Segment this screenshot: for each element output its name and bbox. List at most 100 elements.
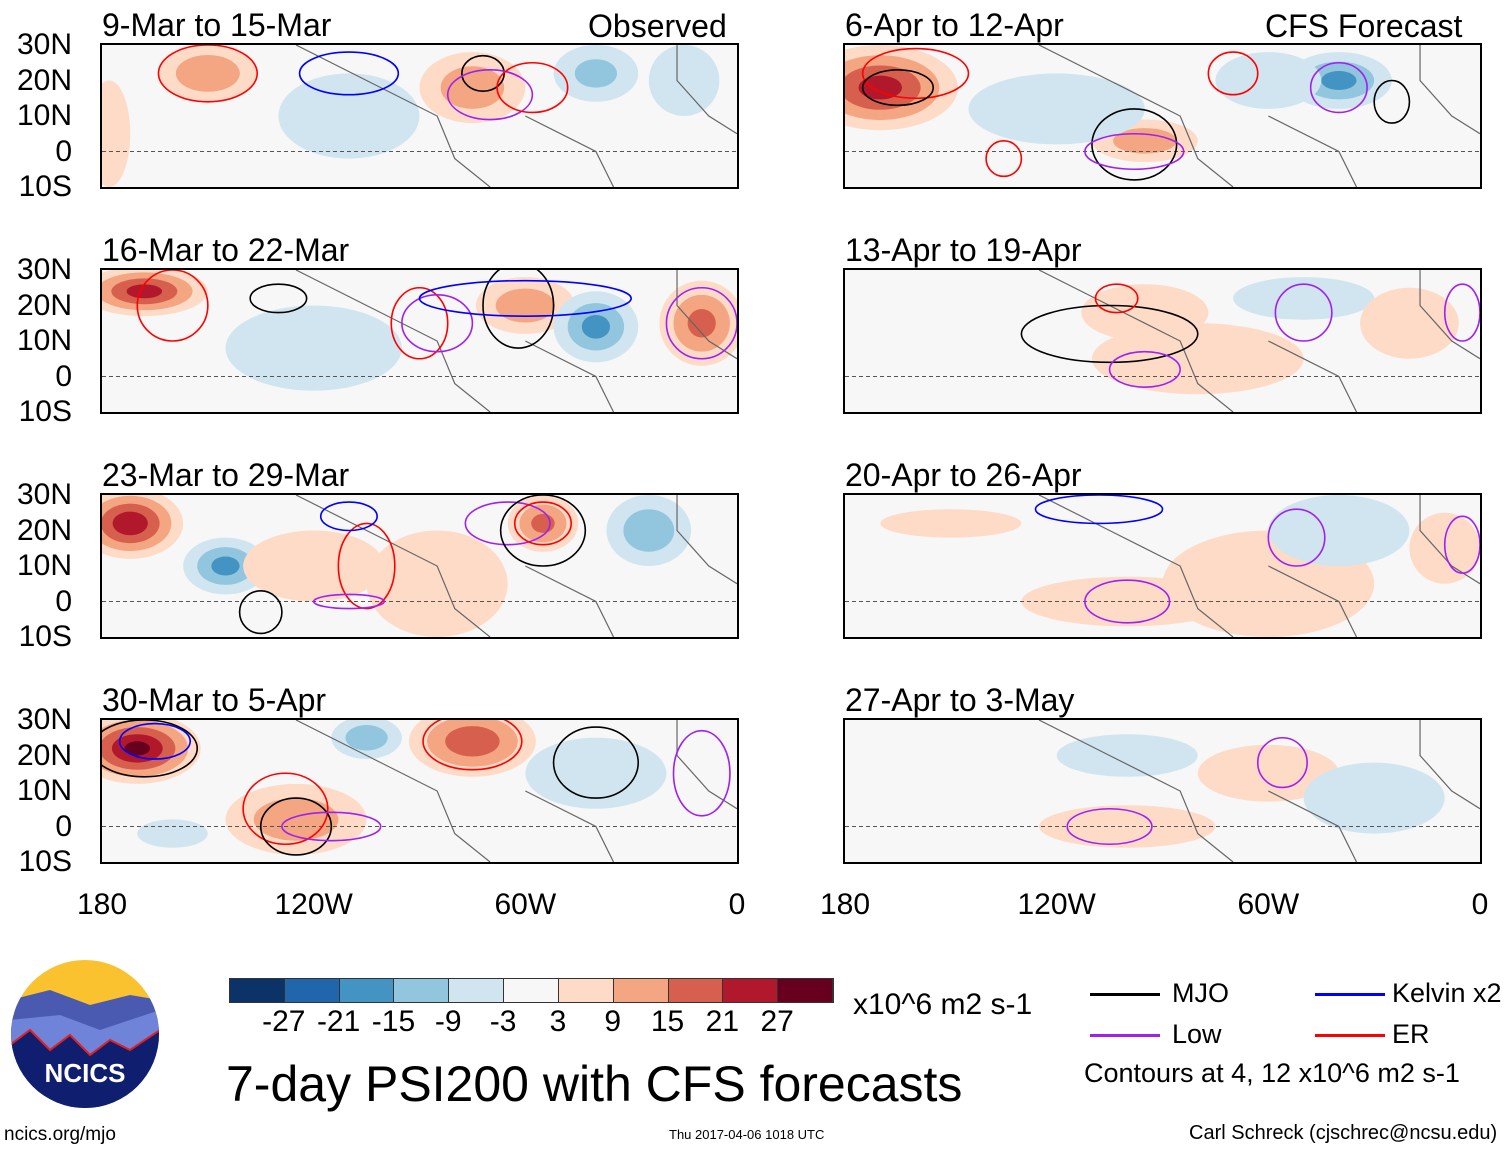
low-contour — [281, 811, 382, 842]
anomaly-shading — [102, 80, 131, 187]
anomaly-shading — [278, 73, 420, 159]
anomaly-shading — [531, 513, 555, 533]
anomaly-shading — [968, 73, 1145, 145]
observed-label: Observed — [588, 8, 727, 44]
panel-title: 30-Mar to 5-Apr — [102, 682, 327, 718]
er-contour — [513, 501, 572, 546]
colorbar-label: 3 — [549, 1005, 567, 1038]
footer-timestamp: Thu 2017-04-06 1018 UTC — [669, 1127, 825, 1142]
legend-low: Low — [1172, 1019, 1222, 1049]
anomaly-shading — [1091, 323, 1304, 395]
anomaly-shading — [525, 737, 667, 809]
er-contour — [136, 270, 209, 342]
anomaly-shading — [440, 66, 505, 109]
colorbar-swatch — [778, 979, 833, 1002]
lat-tick-label: 0 — [55, 809, 72, 843]
colorbar-swatch — [504, 979, 559, 1002]
coastline — [1038, 45, 1480, 187]
lat-tick-label: 10N — [16, 549, 72, 582]
lat-tick-label: 0 — [55, 584, 72, 618]
colorbar-swatch — [284, 979, 340, 1002]
colorbar-label: -27 — [262, 1005, 306, 1038]
low-contour — [1066, 807, 1153, 846]
er-contour — [861, 47, 970, 100]
lon-tick-label: 180 — [76, 888, 128, 921]
lon-tick-label: 120W — [1017, 888, 1096, 921]
coastline — [1038, 270, 1480, 412]
forecast-label: CFS Forecast — [1265, 8, 1463, 44]
anomaly-shading — [880, 509, 1022, 538]
anomaly-shading — [1215, 52, 1322, 109]
lat-tick-label: 30N — [16, 703, 72, 736]
low-contour — [1108, 350, 1181, 388]
mjo-contour — [249, 283, 308, 314]
legend-mjo-line — [1090, 993, 1160, 996]
legend-kelvin-line — [1315, 993, 1385, 996]
low-contour — [446, 69, 534, 121]
low-contour — [665, 286, 737, 360]
anomaly-shading — [1233, 277, 1375, 320]
anomaly-shading — [225, 305, 402, 391]
lon-tick-label: 180 — [819, 888, 871, 921]
mjo-contour — [1373, 79, 1411, 124]
low-contour — [1267, 508, 1326, 567]
colorbar-swatch — [394, 979, 450, 1002]
mjo-contour — [1020, 304, 1199, 364]
legend-mjo: MJO — [1172, 978, 1229, 1008]
lon-tick-label: 60W — [494, 888, 557, 921]
anomaly-shading — [687, 309, 716, 338]
lon-tick-label: 60W — [1237, 888, 1300, 921]
map-panel — [843, 493, 1482, 639]
coastline — [1038, 720, 1480, 862]
colorbar-label: 21 — [705, 1005, 740, 1038]
anomaly-shading — [366, 530, 508, 637]
anomaly-shading — [112, 511, 148, 536]
anomaly-shading — [102, 503, 160, 544]
lat-tick-label: 30N — [16, 28, 72, 61]
anomaly-shading — [445, 726, 500, 757]
map-panel — [100, 43, 739, 189]
legend-er: ER — [1392, 1019, 1430, 1049]
kelvin-contour — [319, 501, 378, 532]
anomaly-shading — [648, 45, 720, 116]
er-contour — [1094, 283, 1139, 314]
mjo-contour — [238, 590, 283, 635]
lat-tick-label: 10N — [16, 99, 72, 132]
colorbar-label: 15 — [650, 1005, 685, 1038]
map-panel — [843, 43, 1482, 189]
colorbar-label: -3 — [489, 1005, 517, 1038]
colorbar-swatch — [449, 979, 505, 1002]
low-contour — [464, 501, 551, 546]
colorbar-label: 27 — [760, 1005, 794, 1038]
lon-tick-label: 0 — [1471, 888, 1489, 921]
lat-tick-label: 20N — [16, 63, 72, 97]
lat-tick-label: 0 — [55, 134, 72, 168]
lat-tick-label: 20N — [16, 738, 72, 772]
kelvin-contour — [118, 722, 191, 760]
coastline — [295, 270, 737, 412]
lat-tick-label: 20N — [16, 513, 72, 547]
colorbar — [229, 978, 834, 1003]
low-contour — [1256, 736, 1308, 789]
coastline — [1038, 495, 1480, 637]
colorbar-label: 9 — [604, 1005, 622, 1038]
lat-tick-label: 10S — [18, 170, 72, 203]
lon-tick-label: 120W — [274, 888, 353, 921]
colorbar-swatch — [230, 979, 285, 1002]
footer-url[interactable]: ncics.org/mjo — [4, 1124, 116, 1145]
contours-note: Contours at 4, 12 x10^6 m2 s-1 — [1084, 1058, 1460, 1088]
lat-tick-label: 10N — [16, 324, 72, 357]
mjo-contour — [861, 69, 934, 107]
er-contour — [242, 772, 329, 846]
er-contour — [985, 140, 1023, 178]
colorbar-label: -21 — [316, 1005, 361, 1038]
low-contour — [312, 593, 386, 610]
low-contour — [1084, 132, 1185, 171]
anomaly-shading — [211, 556, 240, 576]
anomaly-shading — [175, 55, 240, 92]
low-contour — [401, 294, 474, 353]
footer-author: Carl Schreck (cjschrec@ncsu.edu) — [1189, 1122, 1498, 1144]
lat-tick-label: 30N — [16, 478, 72, 511]
panel-title: 13-Apr to 19-Apr — [845, 232, 1082, 268]
lat-tick-label: 20N — [16, 288, 72, 322]
